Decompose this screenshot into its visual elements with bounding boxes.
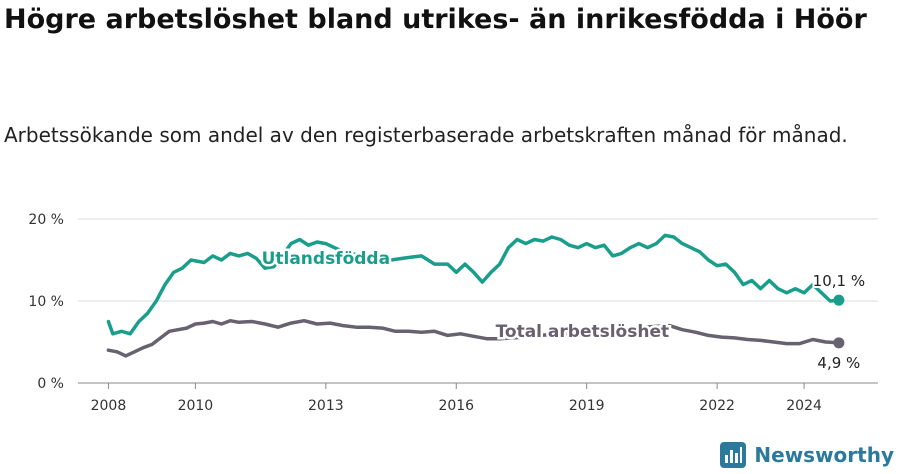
x-tick-label-1: 2010 [178,398,214,414]
series-end-point-1 [833,337,845,349]
y-tick-label-0: 0 % [37,376,64,392]
x-tick-label-2: 2013 [308,398,344,414]
brand: Newsworthy [720,440,894,470]
x-tick-label-6: 2024 [786,398,822,414]
brand-name: Newsworthy [754,443,894,467]
y-tick-label-2: 20 % [28,212,64,228]
chart-subtitle: Arbetssökande som andel av den registerb… [4,123,848,147]
x-tick-label-4: 2019 [569,398,605,414]
series-end-label-1: 4,9 % [817,354,860,372]
series-label-0: Utlandsfödda [262,249,391,269]
x-tick-label-3: 2016 [438,398,474,414]
x-tick-label-5: 2022 [699,398,735,414]
bar-chart-logo-icon [720,442,747,468]
series-end-point-0 [833,294,845,306]
series-line-1 [106,318,841,358]
x-tick-label-0: 2008 [91,398,127,414]
series-label-1: Total arbetslöshet [496,322,670,342]
chart-title: Högre arbetslöshet bland utrikes- än inr… [4,4,867,35]
series-line-0 [106,233,841,336]
y-tick-label-1: 10 % [28,294,64,310]
series-end-label-0: 10,1 % [813,272,865,290]
